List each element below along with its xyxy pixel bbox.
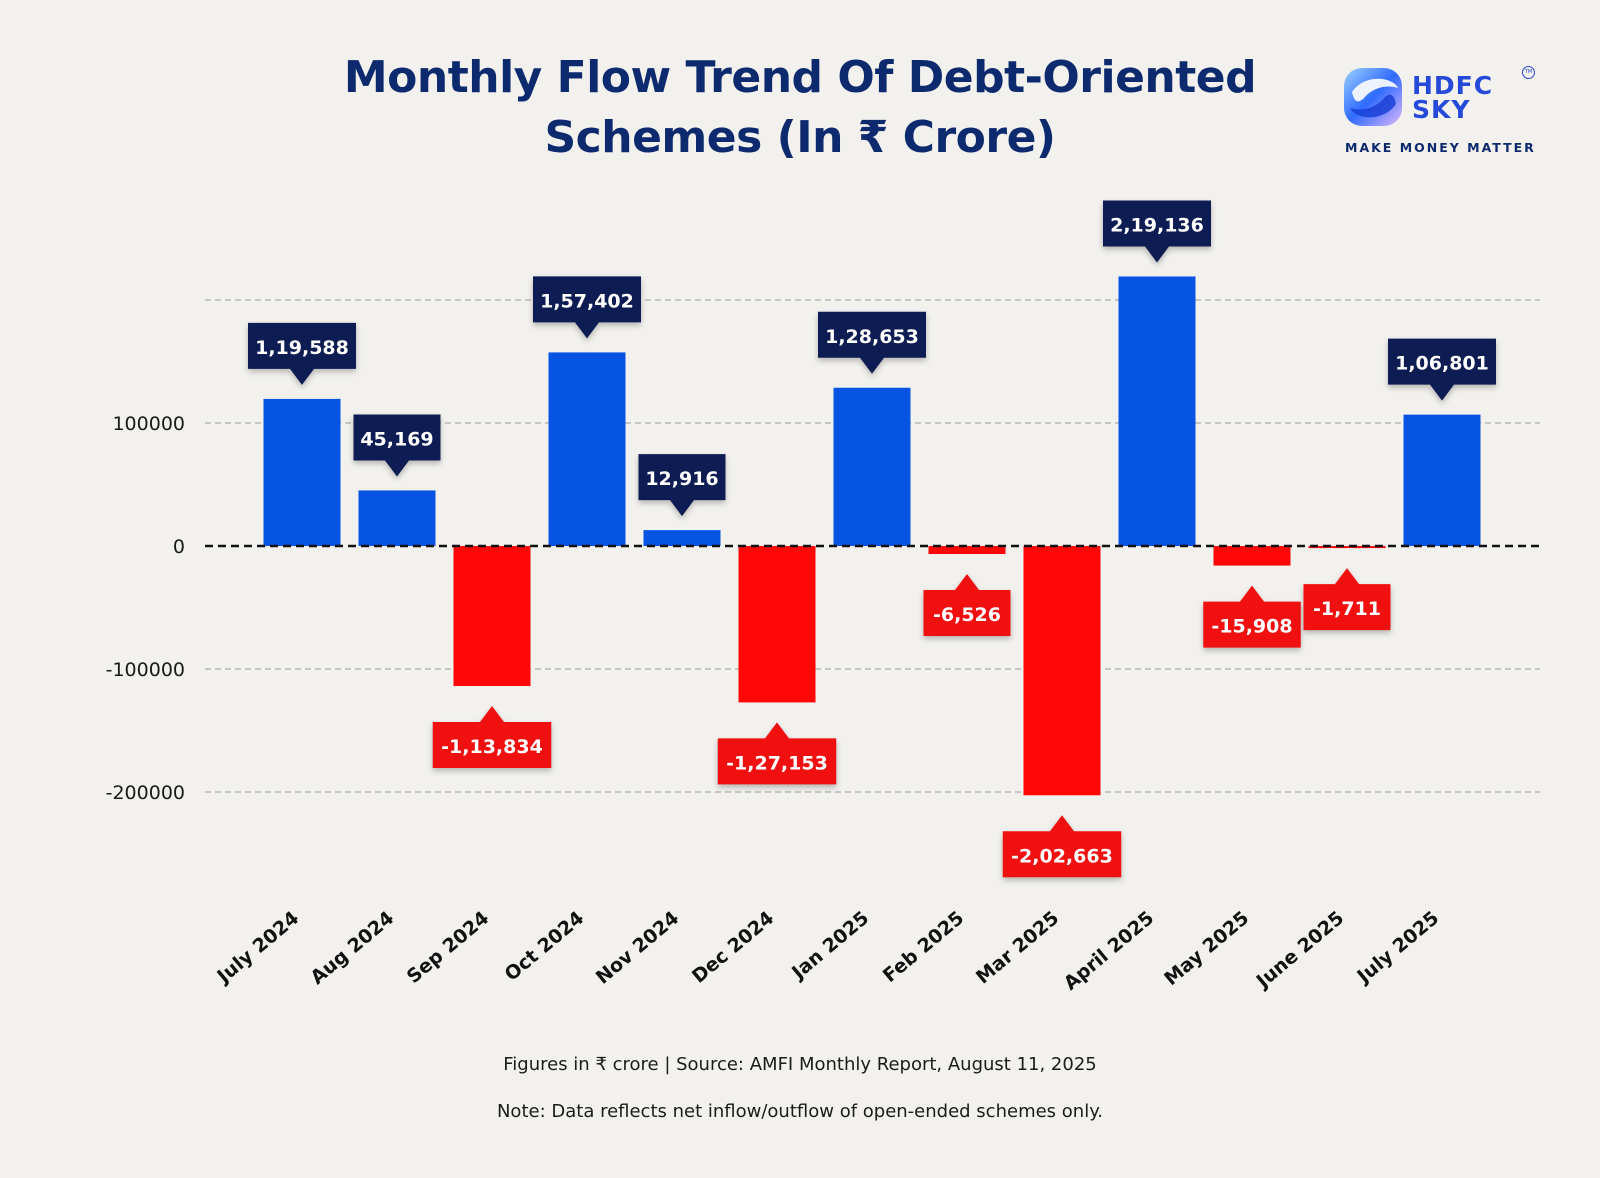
data-label: -1,711 bbox=[1313, 598, 1381, 620]
bar bbox=[1118, 276, 1196, 546]
data-label-callout bbox=[1103, 200, 1211, 263]
data-label: 1,19,588 bbox=[255, 337, 349, 359]
x-tick-label: April 2025 bbox=[1060, 907, 1159, 995]
bar bbox=[1213, 546, 1291, 566]
x-tick-label: May 2025 bbox=[1160, 907, 1253, 990]
data-label-callout bbox=[533, 276, 641, 339]
x-tick-label: Jan 2025 bbox=[786, 907, 873, 985]
data-label: 1,06,801 bbox=[1395, 353, 1489, 375]
data-label: 1,57,402 bbox=[540, 290, 634, 312]
data-label: -2,02,663 bbox=[1011, 845, 1113, 867]
brand-name: HDFC SKY bbox=[1412, 71, 1494, 124]
x-tick-label: June 2025 bbox=[1251, 907, 1348, 994]
chart-title: Monthly Flow Trend Of Debt-Oriented Sche… bbox=[0, 48, 1600, 168]
bar bbox=[1023, 546, 1101, 796]
data-label: 2,19,136 bbox=[1110, 214, 1204, 236]
data-label-callout bbox=[248, 322, 356, 385]
x-tick-label: Oct 2024 bbox=[501, 907, 589, 986]
data-label-callout bbox=[432, 706, 552, 769]
brand-logo: HDFC SKY TM MAKE MONEY MATTER bbox=[1342, 66, 1542, 166]
bar bbox=[453, 546, 531, 687]
data-label-callout bbox=[818, 311, 926, 374]
data-note: Note: Data reflects net inflow/outflow o… bbox=[496, 1101, 1104, 1122]
x-tick-label: July 2025 bbox=[1352, 907, 1444, 989]
data-label-callout bbox=[717, 722, 837, 785]
chart-title-line1: Monthly Flow Trend Of Debt-Oriented bbox=[343, 52, 1257, 103]
bar bbox=[263, 398, 341, 546]
y-tick-label: 100000 bbox=[112, 413, 185, 435]
trademark-mark: TM bbox=[1522, 66, 1535, 79]
sky-logo-icon bbox=[1344, 68, 1402, 126]
data-label: -6,526 bbox=[933, 604, 1001, 626]
data-label: 45,169 bbox=[360, 428, 433, 450]
y-tick-label: -200000 bbox=[106, 782, 185, 804]
bar bbox=[833, 387, 911, 546]
brand-name-line1: HDFC bbox=[1412, 71, 1494, 100]
bar bbox=[548, 352, 626, 546]
data-label-callout bbox=[1203, 585, 1301, 648]
x-tick-label: Sep 2024 bbox=[403, 907, 493, 988]
data-label: -15,908 bbox=[1211, 616, 1292, 638]
source-note: Figures in ₹ crore | Source: AMFI Monthl… bbox=[503, 1054, 1097, 1075]
bar bbox=[928, 546, 1006, 555]
data-label-callout bbox=[1002, 815, 1122, 878]
bar bbox=[643, 530, 721, 546]
bar bbox=[738, 546, 816, 703]
bar-chart: -200000 -100000 0 100000 1,19,588 45,169 -1,13… bbox=[106, 200, 1540, 995]
bar bbox=[358, 490, 436, 546]
data-label: -1,13,834 bbox=[441, 736, 543, 758]
bar bbox=[1308, 546, 1386, 549]
brand-tagline: MAKE MONEY MATTER bbox=[1345, 140, 1536, 155]
x-tick-label: Nov 2024 bbox=[592, 907, 683, 989]
brand-name-line2: SKY bbox=[1412, 95, 1471, 124]
y-tick-label: -100000 bbox=[106, 659, 185, 681]
data-label: 1,28,653 bbox=[825, 326, 919, 348]
y-tick-label: 0 bbox=[173, 536, 185, 558]
bar bbox=[1403, 414, 1481, 546]
data-label-callout bbox=[353, 414, 441, 477]
x-tick-label: Mar 2025 bbox=[972, 907, 1063, 989]
chart-title-line2: Schemes (In ₹ Crore) bbox=[544, 112, 1056, 163]
x-tick-label: Feb 2025 bbox=[879, 907, 968, 987]
x-tick-label: Dec 2024 bbox=[688, 907, 778, 988]
data-label: 12,916 bbox=[645, 468, 718, 490]
x-tick-label: Aug 2024 bbox=[306, 907, 398, 989]
x-tick-label: July 2024 bbox=[212, 907, 304, 989]
data-label-callout bbox=[638, 454, 726, 517]
data-label-callout bbox=[1388, 338, 1496, 401]
data-label-callout bbox=[1303, 568, 1391, 631]
data-label-callout bbox=[923, 574, 1011, 637]
data-label: -1,27,153 bbox=[726, 752, 828, 774]
